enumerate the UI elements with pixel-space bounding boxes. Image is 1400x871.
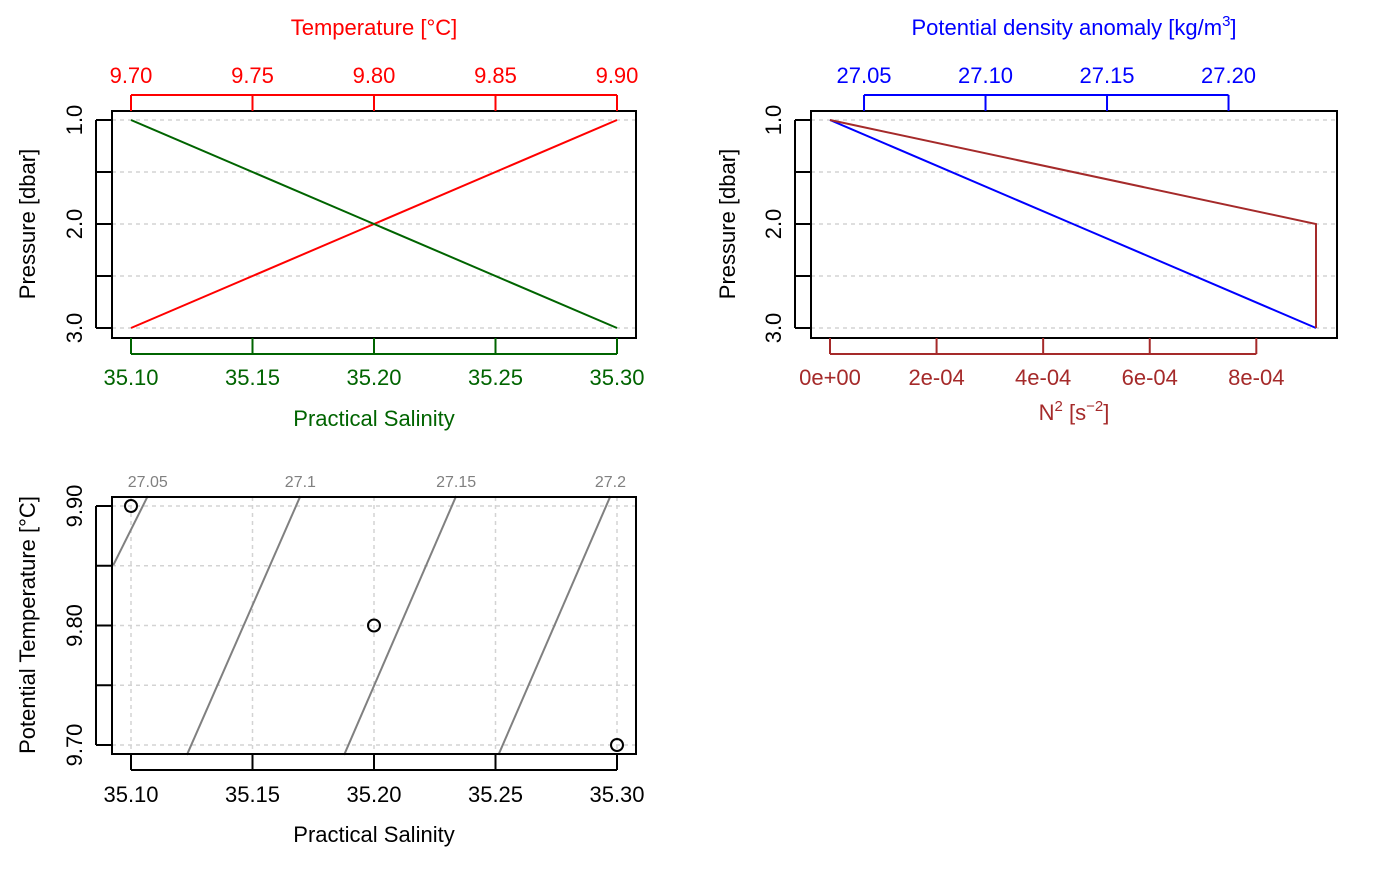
p1-top-tick-label: 9.90 <box>596 63 639 88</box>
p2-series <box>829 119 1317 329</box>
p3-isopycnal-label: 27.05 <box>128 474 168 491</box>
p3-left-tick-label: 9.80 <box>62 604 87 647</box>
p2-top-tick-label: 27.20 <box>1201 63 1256 88</box>
p2-top-axis: 27.05 27.10 27.15 27.20 <box>836 63 1256 111</box>
p3-bottom-axis-title: Practical Salinity <box>293 822 454 847</box>
p2-bottom-tick-label: 6e-04 <box>1122 365 1178 390</box>
p3-left-axis-title: Potential Temperature [°C] <box>15 496 40 754</box>
p2-left-tick-label: 2.0 <box>761 209 786 240</box>
p3-gridlines <box>112 497 636 754</box>
p3-data-point <box>124 499 138 513</box>
p1-top-axis-title: Temperature [°C] <box>291 15 458 40</box>
p3-isopycnals: 27.05 27.1 27.15 27.2 <box>112 474 626 756</box>
p3-isopycnal-line <box>112 495 149 566</box>
p1-bottom-tick-label: 35.20 <box>346 365 401 390</box>
p2-bottom-tick-label: 0e+00 <box>799 365 861 390</box>
p1-bottom-axis-title: Practical Salinity <box>293 406 454 431</box>
p1-bottom-tick-label: 35.30 <box>589 365 644 390</box>
p2-top-axis-title: Potential density anomaly [kg/m3] <box>911 13 1236 40</box>
p1-bottom-tick-label: 35.10 <box>103 365 158 390</box>
p3-isopycnal-label: 27.2 <box>595 474 626 491</box>
p1-left-tick-label: 3.0 <box>62 313 87 344</box>
p3-left-axis: 9.70 9.80 9.90 <box>62 485 112 767</box>
p1-bottom-tick-label: 35.15 <box>225 365 280 390</box>
p3-isopycnal-label: 27.1 <box>285 474 316 491</box>
p2-top-tick-label: 27.15 <box>1079 63 1134 88</box>
p2-bottom-tick-label: 4e-04 <box>1015 365 1071 390</box>
p3-bottom-tick-label: 35.10 <box>103 782 158 807</box>
p3-bottom-tick-label: 35.25 <box>468 782 523 807</box>
p1-top-tick-label: 9.80 <box>353 63 396 88</box>
p1-top-tick-label: 9.85 <box>474 63 517 88</box>
panel-density-profile: 27.05 27.10 27.15 27.20 0e+00 2e-04 4e-04 6e-0… <box>715 13 1338 425</box>
p2-series-line-blue <box>829 119 1317 329</box>
p2-left-tick-label: 3.0 <box>761 313 786 344</box>
p2-bottom-tick-label: 2e-04 <box>908 365 964 390</box>
p3-points <box>124 499 624 752</box>
p2-left-tick-label: 1.0 <box>761 105 786 136</box>
p1-left-tick-label: 1.0 <box>62 105 87 136</box>
p3-data-point <box>610 738 624 752</box>
p1-series <box>130 119 618 329</box>
p2-bottom-tick-label: 8e-04 <box>1228 365 1284 390</box>
p1-bottom-axis: 35.10 35.15 35.20 35.25 35.30 <box>103 338 645 390</box>
p1-top-tick-label: 9.75 <box>231 63 274 88</box>
panel-ts-profile: 9.70 9.75 9.80 9.85 9.90 35.10 35.15 35.20 35.2… <box>15 15 645 431</box>
p3-data-point <box>367 618 381 633</box>
p2-left-axis-title: Pressure [dbar] <box>715 149 740 299</box>
p2-bottom-axis-title: N2 [s−2] <box>1039 398 1110 425</box>
p2-left-axis: 1.0 2.0 3.0 <box>761 105 811 344</box>
p3-left-tick-label: 9.90 <box>62 485 87 528</box>
p3-isopycnal-label: 27.15 <box>436 474 476 491</box>
p2-top-tick-label: 27.10 <box>958 63 1013 88</box>
p1-left-tick-label: 2.0 <box>62 209 87 240</box>
p2-series-line-brown <box>829 119 1317 328</box>
p2-bottom-axis: 0e+00 2e-04 4e-04 6e-04 8e-04 <box>799 338 1284 390</box>
p3-isopycnal-line <box>343 495 458 756</box>
p3-isopycnal-line <box>185 495 302 756</box>
p1-left-axis: 1.0 2.0 3.0 <box>62 105 112 344</box>
p2-top-tick-label: 27.05 <box>836 63 891 88</box>
p1-series-line-green <box>130 119 618 329</box>
p1-top-axis: 9.70 9.75 9.80 9.85 9.90 <box>110 63 639 111</box>
p1-left-axis-title: Pressure [dbar] <box>15 149 40 299</box>
p3-left-tick-label: 9.70 <box>62 724 87 767</box>
p3-isopycnal-line <box>497 495 612 756</box>
panel-ts-diagram: 27.05 27.1 27.15 27.2 35.10 35.15 35.20 35.25 3… <box>15 474 645 847</box>
p1-top-tick-label: 9.70 <box>110 63 153 88</box>
p3-bottom-axis: 35.10 35.15 35.20 35.25 35.30 <box>103 754 645 807</box>
p3-bottom-tick-label: 35.15 <box>225 782 280 807</box>
p3-bottom-tick-label: 35.30 <box>589 782 644 807</box>
p1-bottom-tick-label: 35.25 <box>468 365 523 390</box>
p3-bottom-tick-label: 35.20 <box>346 782 401 807</box>
